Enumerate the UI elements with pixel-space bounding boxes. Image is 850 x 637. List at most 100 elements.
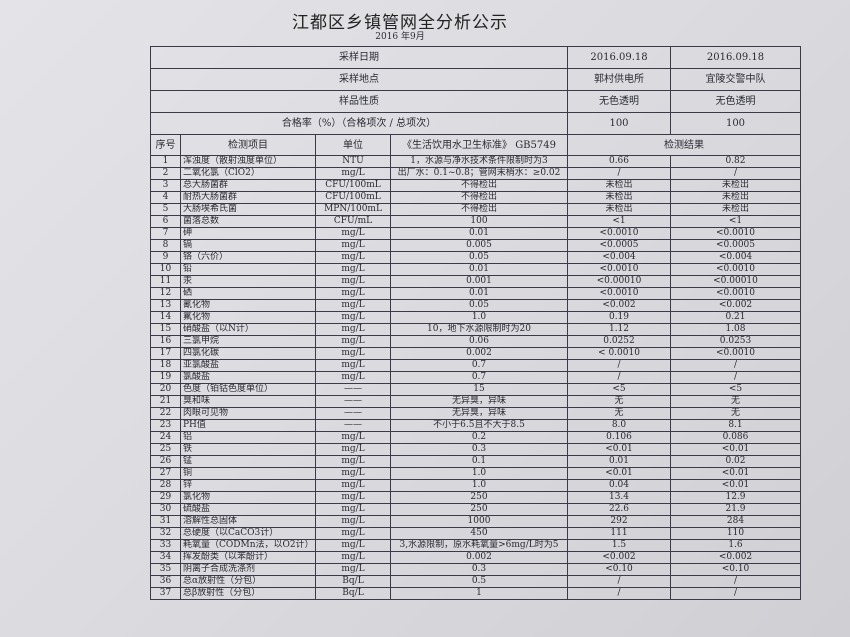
cell-result-1: 111 <box>567 527 671 540</box>
cell-unit: —— <box>315 395 391 408</box>
cell-result-2: 0.82 <box>670 155 801 168</box>
cell-std: 0.01 <box>390 287 568 300</box>
table-row: 22 肉眼可见物 —— 无异臭，异味无无 <box>150 407 801 420</box>
cell-std: 0.2 <box>390 431 568 444</box>
cell-std: 250 <box>390 503 568 516</box>
cell-result-1: <5 <box>567 383 671 396</box>
cell-std: 无异臭，异味 <box>390 407 568 420</box>
cell-item: 二氧化氯（ClO2） <box>180 167 316 180</box>
cell-result-1: <0.0010 <box>567 227 671 240</box>
header-result: 检测结果 <box>567 134 801 156</box>
table-row: 3 总大肠菌群 CFU/100mL 不得检出 未检出 未检出 <box>150 179 801 192</box>
cell-result-2: <0.0010 <box>670 347 801 360</box>
cell-std: 0.7 <box>390 359 568 372</box>
cell-item: 砷 <box>180 227 316 240</box>
cell-result-2: <0.0005 <box>670 239 801 252</box>
cell-seq: 29 <box>150 491 181 504</box>
cell-unit: mg/L <box>315 347 391 360</box>
cell-seq: 8 <box>150 239 181 252</box>
cell-unit: mg/L <box>315 539 391 552</box>
cell-unit: mg/L <box>315 551 391 564</box>
cell-result-2: <0.002 <box>670 551 801 564</box>
cell-seq: 20 <box>150 383 181 396</box>
cell-item: 浑浊度（散射浊度单位） <box>180 155 316 168</box>
cell-result-1: 0.01 <box>567 455 671 468</box>
header-item: 检测项目 <box>180 134 316 156</box>
cell-result-1: 0.0252 <box>567 335 671 348</box>
cell-result-2: / <box>670 167 801 180</box>
cell-std: 1.0 <box>390 311 568 324</box>
cell-unit: mg/L <box>315 167 391 180</box>
cell-unit: mg/L <box>315 455 391 468</box>
cell-seq: 26 <box>150 455 181 468</box>
table-row: 13 氰化物 mg/L 0.05 <0.002 <0.002 <box>150 299 801 312</box>
cell-item: 色度（铂钴色度单位） <box>180 383 316 396</box>
table-row: 2 二氧化氯（ClO2） mg/L 出厂水：0.1~0.8；管网末梢水：≥0.02// <box>150 167 801 180</box>
cell-item: 菌落总数 <box>180 215 316 228</box>
cell-unit: —— <box>315 419 391 432</box>
cell-std: 出厂水：0.1~0.8；管网末梢水：≥0.02 <box>390 167 568 180</box>
meta-label: 采样地点 <box>150 68 568 91</box>
cell-item: PH值 <box>180 419 316 432</box>
header-seq: 序号 <box>150 134 181 156</box>
cell-result-2: 21.9 <box>670 503 801 516</box>
table-row: 7 砷 mg/L 0.01 <0.0010 <0.0010 <box>150 227 801 240</box>
table-row: 19 氯酸盐 mg/L 0.7// <box>150 371 801 384</box>
cell-unit: mg/L <box>315 479 391 492</box>
table-row: 20 色度（铂钴色度单位） —— 15 <5 <5 <box>150 383 801 396</box>
cell-result-2: <0.10 <box>670 563 801 576</box>
cell-result-2: 0.02 <box>670 455 801 468</box>
cell-seq: 4 <box>150 191 181 204</box>
cell-seq: 7 <box>150 227 181 240</box>
cell-result-1: 1.12 <box>567 323 671 336</box>
cell-result-1: 未检出 <box>567 179 671 192</box>
cell-result-1: / <box>567 371 671 384</box>
cell-item: 肉眼可见物 <box>180 407 316 420</box>
cell-seq: 22 <box>150 407 181 420</box>
cell-result-2: 无 <box>670 395 801 408</box>
cell-seq: 19 <box>150 371 181 384</box>
cell-unit: Bq/L <box>315 587 391 600</box>
cell-std: 0.7 <box>390 371 568 384</box>
cell-std: 0.1 <box>390 455 568 468</box>
table-row: 17 四氯化碳 mg/L 0.002 < 0.0010 <0.0010 <box>150 347 801 360</box>
cell-result-1: 0.106 <box>567 431 671 444</box>
cell-result-1: 无 <box>567 407 671 420</box>
cell-item: 亚氯酸盐 <box>180 359 316 372</box>
cell-unit: mg/L <box>315 335 391 348</box>
table-row: 33 耗氧量（CODMn法，以O2计） mg/L 3,水源限制，原水耗氧量>6mg/L… <box>150 539 801 552</box>
cell-result-2: <0.004 <box>670 251 801 264</box>
cell-item: 铁 <box>180 443 316 456</box>
table-row: 1 浑浊度（散射浊度单位） NTU 1，水源与净水技术条件限制时为3 0.66 0.82 <box>150 155 801 168</box>
cell-result-2: <0.01 <box>670 443 801 456</box>
cell-seq: 5 <box>150 203 181 216</box>
cell-item: 铬（六价） <box>180 251 316 264</box>
cell-seq: 9 <box>150 251 181 264</box>
table-row: 34 挥发酚类（以苯酚计） mg/L 0.002 <0.002 <0.002 <box>150 551 801 564</box>
cell-result-1: 292 <box>567 515 671 528</box>
cell-unit: mg/L <box>315 359 391 372</box>
cell-result-1: <0.10 <box>567 563 671 576</box>
cell-item: 硒 <box>180 287 316 300</box>
meta-row: 合格率（%）（合格项次 / 总项次） 100 100 <box>150 112 801 135</box>
cell-result-2: / <box>670 359 801 372</box>
table-row: 25 铁 mg/L 0.3 <0.01 <0.01 <box>150 443 801 456</box>
table-row: 21 臭和味 —— 无异臭，异味无无 <box>150 395 801 408</box>
cell-std: 0.002 <box>390 551 568 564</box>
cell-result-2: 284 <box>670 515 801 528</box>
cell-result-2: <0.0010 <box>670 263 801 276</box>
table-row: 9 铬（六价） mg/L 0.05 <0.004 <0.004 <box>150 251 801 264</box>
cell-item: 铝 <box>180 431 316 444</box>
cell-std: 0.3 <box>390 563 568 576</box>
cell-result-1: / <box>567 167 671 180</box>
cell-item: 三氯甲烷 <box>180 335 316 348</box>
cell-result-2: 无 <box>670 407 801 420</box>
table-row: 16 三氯甲烷 mg/L 0.06 0.0252 0.0253 <box>150 335 801 348</box>
cell-seq: 30 <box>150 503 181 516</box>
meta-row: 采样日期 2016.09.18 2016.09.18 <box>150 46 801 69</box>
cell-seq: 13 <box>150 299 181 312</box>
cell-unit: mg/L <box>315 467 391 480</box>
cell-result-1: 8.0 <box>567 419 671 432</box>
meta-label: 采样日期 <box>150 46 568 69</box>
cell-unit: —— <box>315 383 391 396</box>
